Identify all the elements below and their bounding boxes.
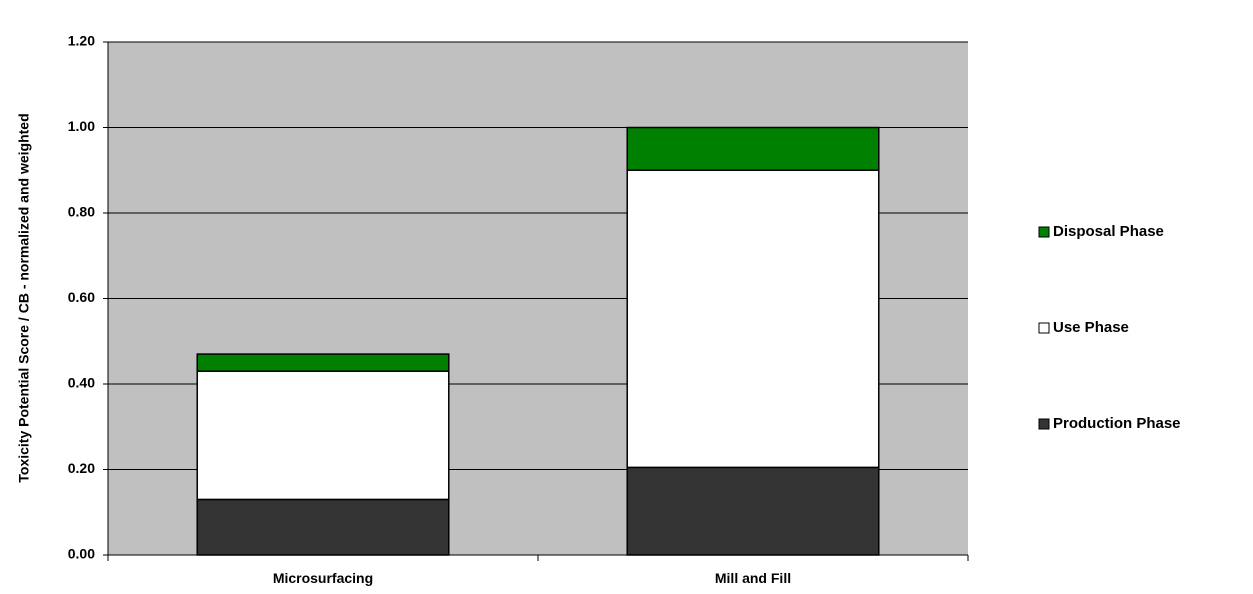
- y-tick-label: 0.40: [68, 375, 95, 391]
- x-tick-label: Microsurfacing: [273, 570, 373, 586]
- x-tick-label: Mill and Fill: [715, 570, 791, 586]
- y-tick-label: 0.80: [68, 204, 95, 220]
- bar-segment-disposal-phase: [196, 353, 450, 372]
- bar-segment-production-phase: [626, 466, 880, 556]
- legend-swatch-disposal-phase: [1038, 226, 1050, 238]
- legend-label-production-phase: Production Phase: [1053, 415, 1181, 432]
- x-tick-labels: Microsurfacing Mill and Fill: [273, 570, 791, 586]
- bar-segment-use-phase: [196, 370, 450, 501]
- legend-swatch-production-phase: [1038, 418, 1050, 430]
- legend-swatch-use-phase: [1038, 322, 1050, 334]
- y-tick-label: 1.00: [68, 118, 95, 134]
- bar-segment-use-phase: [626, 169, 880, 469]
- y-tick-label: 1.20: [68, 33, 95, 49]
- bar-segment-production-phase: [196, 498, 450, 556]
- y-tick-label: 0.60: [68, 289, 95, 305]
- legend-label-disposal-phase: Disposal Phase: [1053, 223, 1164, 240]
- axes: [103, 41, 969, 561]
- bar-segment-disposal-phase: [626, 126, 880, 171]
- legend-label-use-phase: Use Phase: [1053, 319, 1129, 336]
- y-tick-labels: 0.00 0.20 0.40 0.60 0.80 1.00 1.20: [68, 33, 95, 562]
- bars: [196, 126, 880, 556]
- y-tick-label: 0.00: [68, 546, 95, 562]
- y-axis-title: Toxicity Potential Score / CB - normaliz…: [16, 113, 32, 482]
- legend: Disposal Phase Use Phase Production Phase: [1038, 223, 1181, 432]
- y-tick-label: 0.20: [68, 460, 95, 476]
